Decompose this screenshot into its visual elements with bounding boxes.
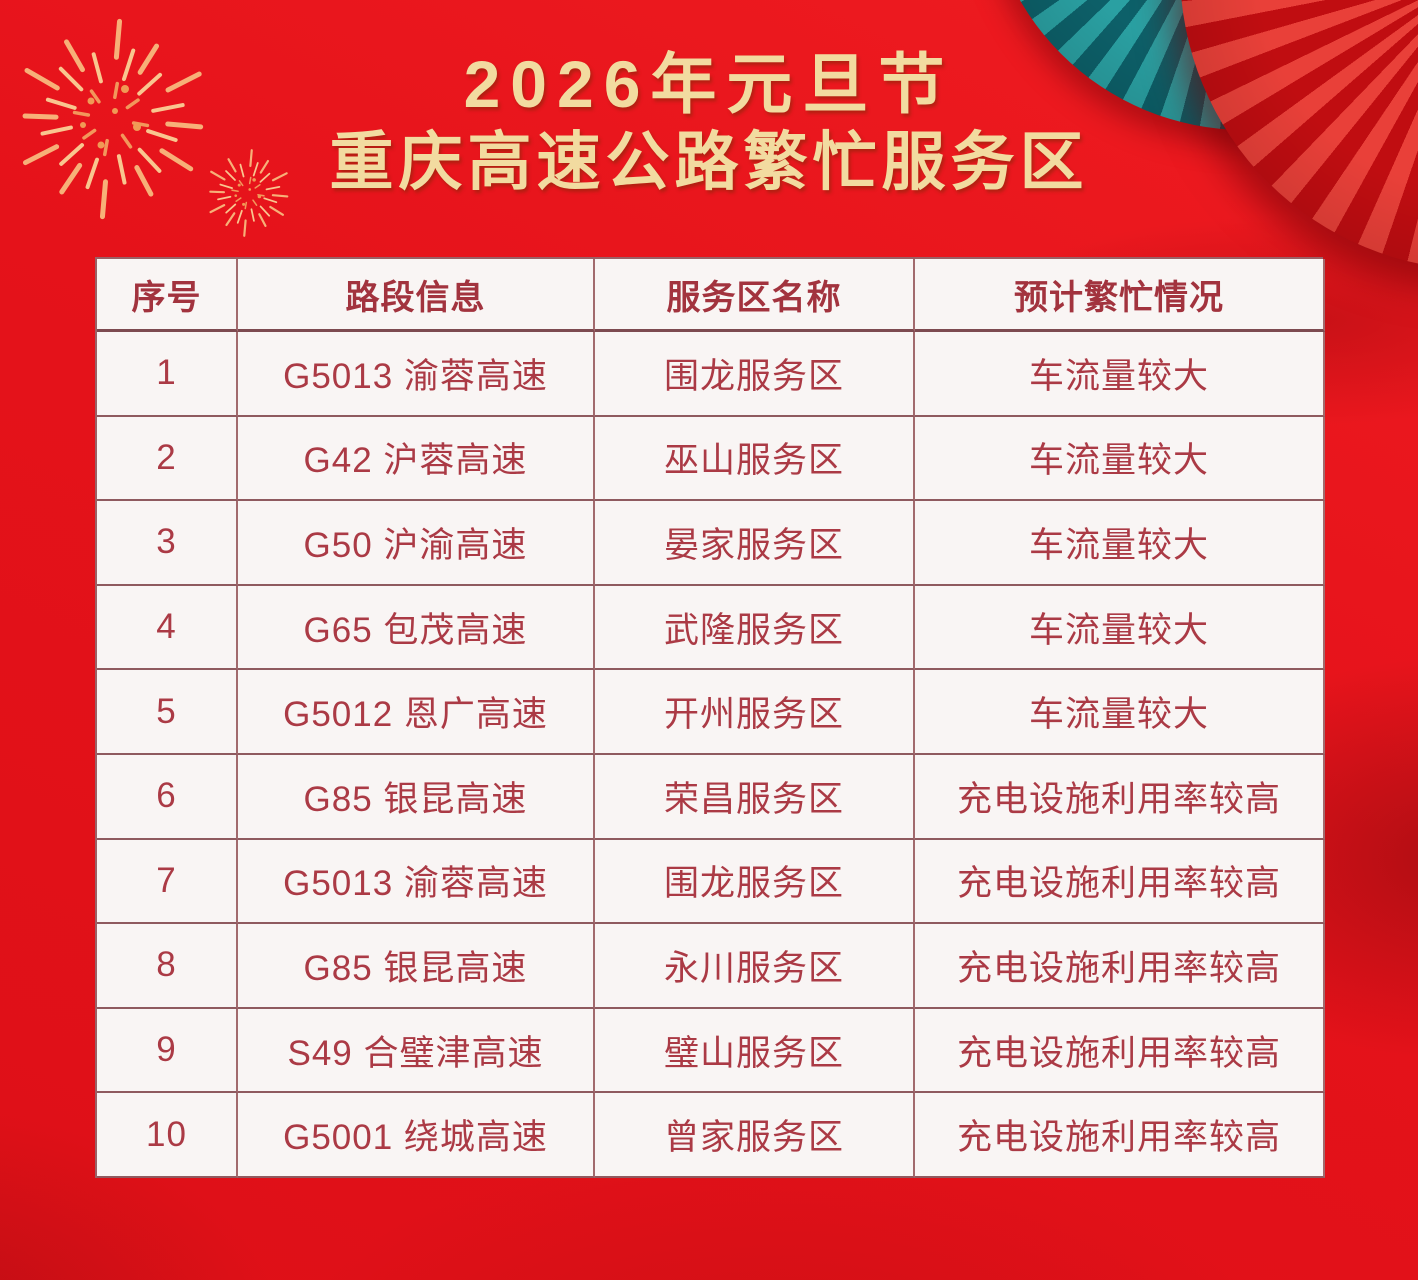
cell-index: 2 [97,416,238,502]
cell-busy-status: 充电设施利用率较高 [915,924,1325,1009]
service-area-table: 序号 路段信息 服务区名称 预计繁忙情况 1 G5013 渝蓉高速 围龙服务区 … [95,257,1325,1178]
col-header-service-area: 服务区名称 [595,259,915,332]
cell-index: 7 [97,839,238,925]
cell-index: 4 [97,585,238,671]
cell-service-area: 巫山服务区 [595,416,915,502]
cell-index: 3 [97,501,238,586]
cell-service-area: 曾家服务区 [595,1093,915,1178]
cell-index: 5 [97,670,238,755]
cell-road-info: G5001 绕城高速 [238,1093,595,1178]
cell-road-info: S49 合璧津高速 [238,1008,595,1094]
cell-busy-status: 充电设施利用率较高 [915,1093,1325,1178]
cell-busy-status: 车流量较大 [915,416,1325,502]
cell-road-info: G5013 渝蓉高速 [238,332,595,417]
cell-index: 10 [97,1093,238,1178]
cell-index: 6 [97,754,238,840]
cell-service-area: 开州服务区 [595,670,915,755]
cell-busy-status: 充电设施利用率较高 [915,754,1325,840]
cell-busy-status: 车流量较大 [915,501,1325,586]
cell-busy-status: 车流量较大 [915,670,1325,755]
cell-busy-status: 车流量较大 [915,585,1325,671]
cell-road-info: G85 银昆高速 [238,924,595,1009]
cell-service-area: 晏家服务区 [595,501,915,586]
cell-index: 8 [97,924,238,1009]
cell-service-area: 璧山服务区 [595,1008,915,1094]
cell-busy-status: 车流量较大 [915,332,1325,417]
title-line-1: 2026年元旦节 [463,47,955,121]
cell-service-area: 永川服务区 [595,924,915,1009]
cell-service-area: 荣昌服务区 [595,754,915,840]
cell-road-info: G65 包茂高速 [238,585,595,671]
cell-road-info: G85 银昆高速 [238,754,595,840]
col-header-index: 序号 [97,259,238,332]
cell-index: 9 [97,1008,238,1094]
cell-busy-status: 充电设施利用率较高 [915,1008,1325,1094]
cell-busy-status: 充电设施利用率较高 [915,839,1325,925]
cell-service-area: 围龙服务区 [595,332,915,417]
col-header-busy-status: 预计繁忙情况 [915,259,1325,332]
cell-service-area: 武隆服务区 [595,585,915,671]
title-line-2: 重庆高速公路繁忙服务区 [329,126,1089,198]
cell-service-area: 围龙服务区 [595,839,915,925]
cell-index: 1 [97,332,238,417]
poster-title: 2026年元旦节 重庆高速公路繁忙服务区 [0,44,1418,200]
cell-road-info: G5013 渝蓉高速 [238,839,595,925]
cell-road-info: G50 沪渝高速 [238,501,595,586]
col-header-road-info: 路段信息 [238,259,595,332]
cell-road-info: G5012 恩广高速 [238,670,595,755]
cell-road-info: G42 沪蓉高速 [238,416,595,502]
